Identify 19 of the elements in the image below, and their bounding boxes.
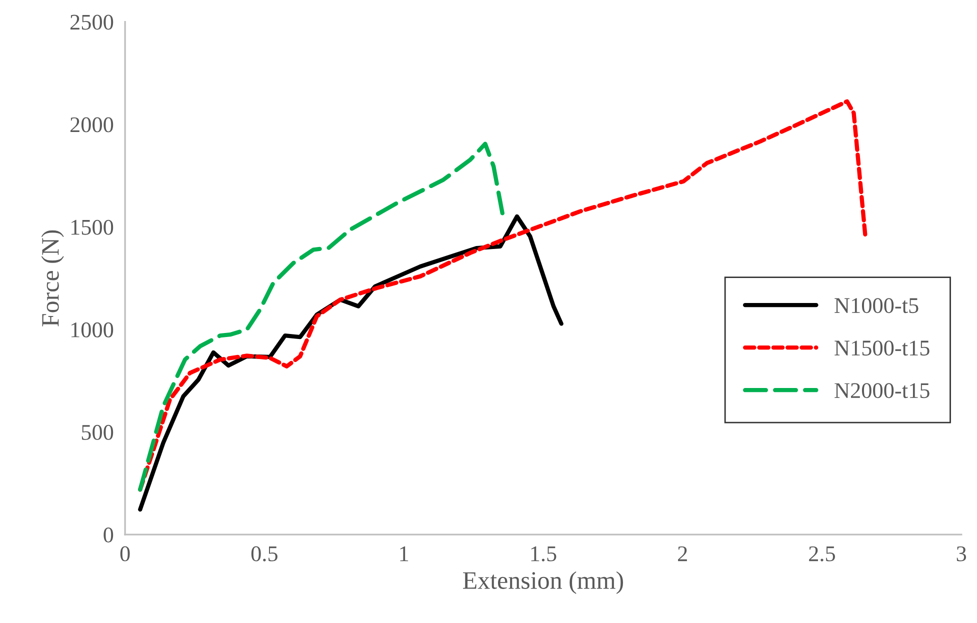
y-tick-label: 500 bbox=[82, 424, 114, 440]
x-axis-title: Extension (mm) bbox=[463, 571, 624, 594]
y-tick-label: 1500 bbox=[71, 220, 114, 235]
x-tick-label: 0.5 bbox=[251, 546, 278, 562]
y-tick-label: 0 bbox=[104, 527, 114, 542]
x-tick-label: 2 bbox=[678, 546, 687, 562]
x-tick-label: 3 bbox=[956, 546, 966, 562]
x-tick-label: 0 bbox=[120, 546, 130, 562]
y-tick-label: 2500 bbox=[70, 14, 114, 30]
x-tick-label: 2.5 bbox=[809, 546, 836, 562]
y-axis-title: Force (N) bbox=[41, 230, 64, 326]
x-tick-label: 1 bbox=[400, 546, 408, 562]
y-tick-label: 2000 bbox=[70, 117, 114, 132]
legend-label: N1000-t5 bbox=[834, 298, 918, 314]
legend-label: N1500-t15 bbox=[834, 340, 930, 356]
x-tick-label: 1.5 bbox=[531, 546, 556, 562]
line-series bbox=[138, 142, 506, 492]
legend-label: N2000-t15 bbox=[834, 383, 930, 398]
y-tick-label: 1000 bbox=[71, 322, 114, 338]
